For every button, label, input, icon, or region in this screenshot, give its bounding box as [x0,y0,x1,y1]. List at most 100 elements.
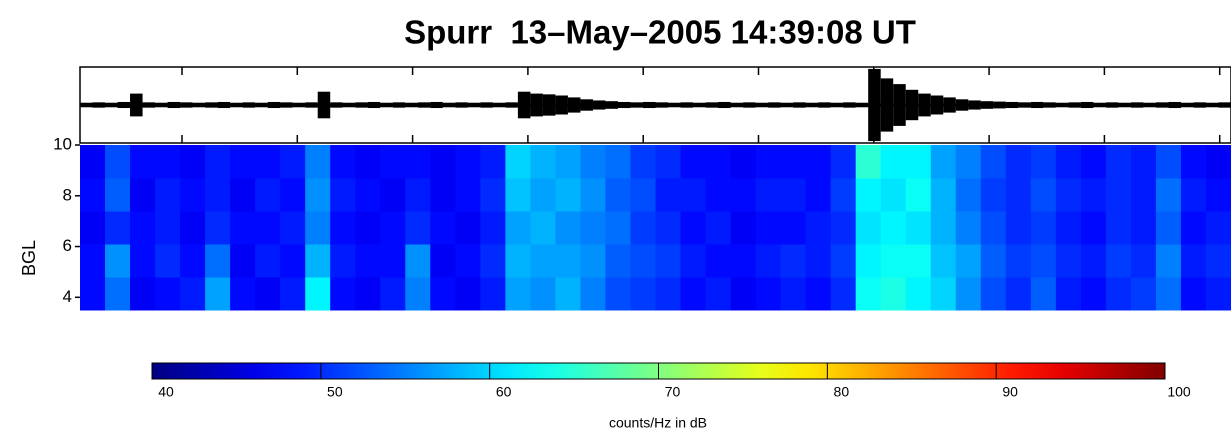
spectrogram-cell [1030,178,1057,212]
spectrogram-cell [1205,145,1231,179]
spectrogram-cell [455,178,481,212]
spectrogram-cell [355,178,381,212]
spectrogram-cell [255,178,281,212]
trace-envelope [768,102,781,108]
trace-envelope [1143,102,1156,108]
y-tick-label: 10 [53,134,72,153]
spectrogram-cell [155,211,181,245]
spectrogram-cell [330,145,356,179]
trace-envelope [417,102,431,108]
trace-envelope [367,101,381,109]
spectrogram-cell [880,277,907,311]
trace-envelope [743,102,756,108]
spectrogram-cell [105,211,131,245]
spectrogram-cell [430,244,456,278]
trace-envelope [405,102,418,108]
spectrogram-cell [380,244,406,278]
spectrogram-cell [1155,145,1182,179]
spectrogram-cell [655,178,682,212]
trace-envelope [1118,102,1131,108]
spectrogram-cell [1155,178,1182,212]
trace-envelope [130,93,143,117]
spectrogram-cell [1030,277,1057,311]
spectrogram-cell [155,277,181,311]
spectrogram-cell [455,211,481,245]
spectrogram-cell [830,178,857,212]
trace-envelope [192,102,206,108]
spectrogram-cell [355,277,381,311]
trace-envelope [505,102,518,108]
spectrogram-cell [205,244,231,278]
trace-envelope [1193,102,1206,108]
trace-envelope [1168,101,1181,109]
spectrogram-cell [380,145,406,179]
spectrogram-cell [280,178,306,212]
trace-envelope [330,102,343,108]
spectrogram-cell [180,145,206,179]
trace-envelope [205,102,218,108]
trace-envelope [605,101,618,109]
spectrogram-cell [230,244,256,278]
spectrogram-cell [980,211,1007,245]
spectrogram-cell [1155,211,1182,245]
spectrogram-cell [855,277,882,311]
spectrogram-cell [255,211,281,245]
spectrogram-cell [630,277,656,311]
spectrogram-cell [230,211,256,245]
spectrogram-cell [705,211,732,245]
spectrogram-cell [805,244,832,278]
trace-envelope [930,95,944,115]
spectrogram-cell [305,178,331,212]
spectrogram-cell [105,244,131,278]
spectrogram-cell [205,178,231,212]
spectrogram-cell [255,277,281,311]
spectrogram-cell [1105,145,1132,179]
spectrogram-cell [555,244,581,278]
spectrogram-cell [630,178,656,212]
spectrogram-cell [1130,145,1157,179]
spectrogram-cell [580,244,606,278]
trace-envelope [668,102,681,108]
spectrogram-cell [1105,277,1132,311]
spectrogram-cell [180,277,206,311]
spectrogram-cell [980,277,1007,311]
spectrogram-cell [1005,244,1032,278]
spectrogram-cell [480,178,506,212]
spectrogram-cell [80,178,106,212]
spectrogram-cell [130,145,156,179]
trace-envelope [918,93,931,117]
trace-envelope [1180,102,1194,108]
spectrogram-cell [705,178,732,212]
spectrogram-cell [455,244,481,278]
trace-envelope [117,101,131,109]
trace-envelope [630,102,643,108]
colorbar-label: counts/Hz in dB [609,415,707,431]
trace-envelope [305,102,318,108]
spectrogram-cell [980,244,1007,278]
spectrogram-cell [655,244,682,278]
spectrogram-cell [380,277,406,311]
spectrogram-cell [1105,178,1132,212]
spectrogram-cell [1005,211,1032,245]
trace-envelope [905,89,919,121]
trace-envelope [592,100,606,110]
spectrogram-cell [605,244,631,278]
spectrogram-cell [980,145,1007,179]
spectrogram-cell [555,178,581,212]
spectrogram-cell [880,244,907,278]
spectrogram-cell [705,145,732,179]
spectrogram-cell [655,145,682,179]
trace-envelope [342,102,356,108]
spectrogram-cell [180,244,206,278]
spectrogram-cell [1080,178,1107,212]
trace-envelope [355,102,368,108]
spectrogram-cell [455,145,481,179]
trace-envelope [80,102,93,108]
spectrogram-cell [130,178,156,212]
trace-envelope [380,102,393,108]
trace-envelope [1155,102,1169,108]
spectrogram-cell [905,178,932,212]
spectrogram-cell [1205,211,1231,245]
spectrogram-cell [855,145,882,179]
trace-envelope [142,102,156,108]
